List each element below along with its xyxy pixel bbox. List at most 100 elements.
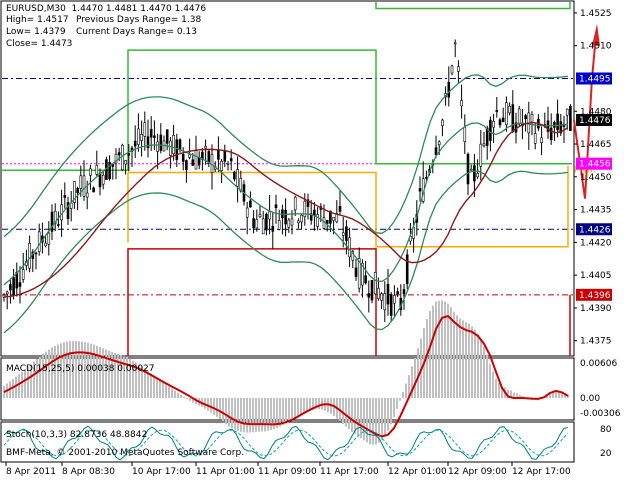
candle-body [114, 153, 118, 164]
candle-body [316, 214, 319, 227]
candle-body [236, 169, 239, 187]
bollinger-upper [3, 74, 569, 238]
candle-body [559, 121, 563, 134]
candle-body [492, 121, 495, 128]
bollinger-middle [3, 122, 569, 286]
candle-body [229, 158, 233, 162]
stoch-main-line [3, 425, 569, 461]
candle-body [405, 254, 409, 285]
price-badge-label: 1.4396 [579, 291, 611, 301]
price-tick-label: 1.4405 [580, 271, 612, 281]
candle-body [508, 105, 511, 114]
time-tick-label: 12 Apr 01:00 [388, 467, 447, 477]
candle-body [34, 252, 38, 255]
candle-body [124, 160, 127, 165]
candle-body [450, 65, 454, 74]
red-range-box [127, 248, 377, 356]
candle-body [530, 113, 534, 123]
candle-body [565, 108, 569, 116]
candle-body [300, 214, 303, 223]
candle-body [149, 128, 153, 138]
candle-body [437, 141, 441, 145]
candle-body [313, 209, 316, 216]
price-tick-label: 1.4375 [580, 337, 612, 347]
candle-body [194, 150, 198, 170]
candle-body [175, 139, 179, 160]
candle-body [268, 211, 271, 220]
candle-body [351, 251, 355, 261]
candle-body [153, 135, 156, 138]
candle-body [383, 293, 387, 311]
green-range-box [2, 49, 570, 172]
candle-body [223, 150, 227, 162]
candle-body [290, 218, 294, 226]
time-tick-label: 11 Apr 01:00 [196, 467, 255, 477]
price-tick-label: 1.4420 [580, 238, 612, 248]
candle-body [127, 153, 131, 156]
price-tick-label: 1.4510 [580, 42, 612, 52]
candle-body [50, 211, 54, 232]
forecast-arrowhead [592, 23, 600, 46]
price-badge [576, 288, 612, 301]
candle-body [441, 119, 444, 126]
candle-body [5, 291, 9, 295]
stoch-label: Stoch(10,3,3) 82.8736 48.8842 [6, 430, 148, 440]
candle-body [556, 113, 559, 131]
candle-body [89, 168, 92, 176]
candle-body [92, 187, 95, 193]
macd-label: MACD(15,25,5) 0.00038 0.00027 [6, 364, 155, 374]
candle-body [466, 153, 470, 185]
price-badge-label: 1.4426 [579, 225, 611, 235]
candle-body [146, 136, 150, 149]
current-days-range: Current Days Range= 0.13 [76, 27, 197, 37]
candle-body [402, 289, 406, 295]
candle-body [489, 119, 492, 141]
candle-body [245, 207, 249, 218]
price-tick-label: 1.4450 [580, 173, 612, 183]
candle-body [473, 165, 476, 182]
high-value: High= 1.4517 [6, 15, 69, 25]
candle-body [306, 199, 310, 207]
price-badge-label: 1.4456 [579, 160, 611, 170]
candle-body [511, 104, 515, 133]
main-pane-frame [0, 0, 575, 357]
price-badge [576, 114, 612, 126]
orange-range-box [128, 165, 569, 248]
candle-body [338, 205, 342, 212]
macd-tick-label: 0.00 [580, 394, 600, 404]
candle-body [271, 226, 275, 232]
candle-body [169, 140, 172, 156]
candle-body [380, 293, 383, 301]
candle-body [361, 263, 364, 286]
candle-body [354, 267, 358, 278]
candle-body [386, 284, 390, 305]
candle-body [524, 115, 527, 120]
candle-body [460, 100, 463, 107]
candle-body [453, 42, 457, 45]
candle-body [549, 127, 553, 141]
candle-body [258, 214, 262, 217]
low-value: Low= 1.4379 [6, 27, 66, 37]
time-tick-label: 8 Apr 08:30 [62, 467, 115, 477]
close-value: Close= 1.4473 [6, 39, 73, 49]
price-badge [576, 72, 612, 85]
candle-body [287, 219, 291, 228]
candle-body [274, 204, 278, 209]
candle-body [178, 139, 182, 151]
candle-body [143, 122, 147, 137]
candle-body [345, 226, 348, 241]
macd-signal-line [3, 314, 569, 438]
time-tick-label: 12 Apr 17:00 [512, 467, 571, 477]
time-tick-label: 11 Apr 17:00 [320, 467, 379, 477]
candle-body [485, 127, 489, 146]
candle-body [533, 133, 537, 144]
candle-body [357, 258, 361, 289]
candle-body [111, 164, 115, 167]
price-tick-label: 1.4480 [580, 107, 612, 117]
copyright-text: BMF-Meta, © 2001-2010 MetaQuotes Softwar… [6, 448, 245, 458]
price-badge-label: 1.4495 [579, 74, 611, 84]
candle-body [284, 209, 287, 225]
candle-body [252, 218, 255, 229]
